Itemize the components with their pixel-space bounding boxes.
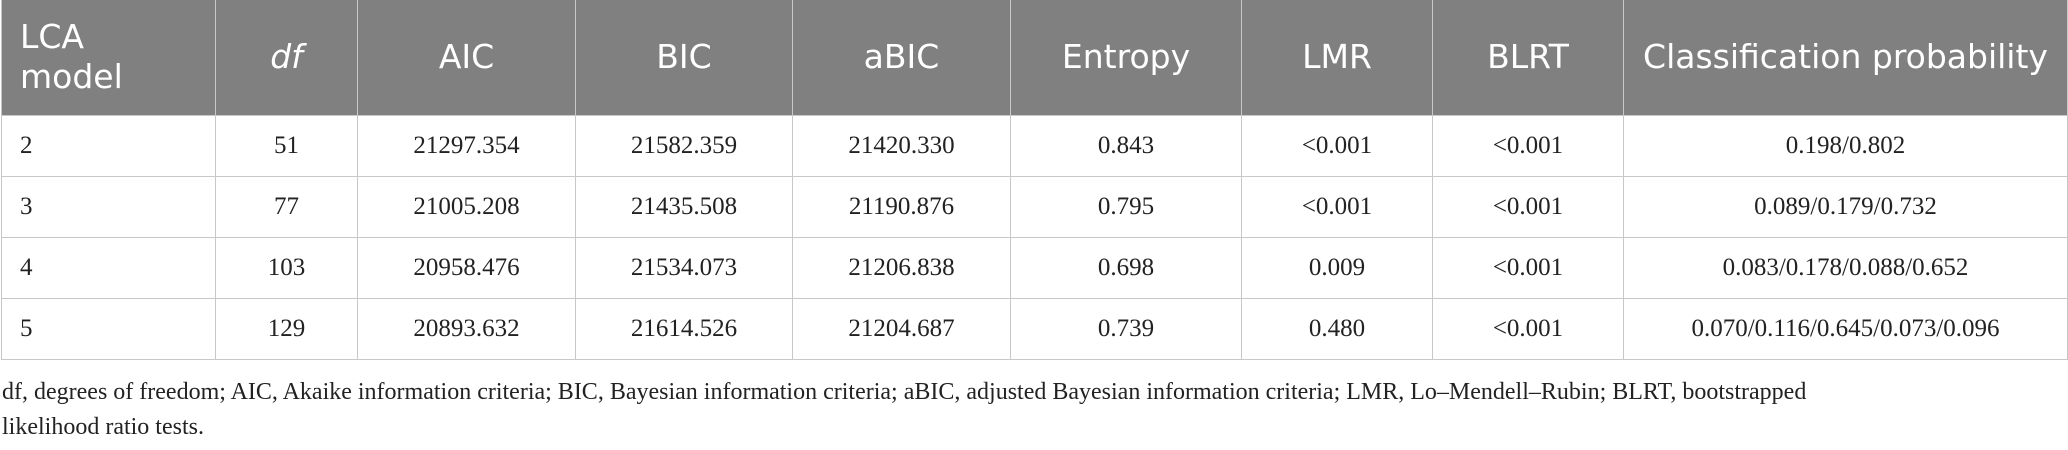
- footnote: df, degrees of freedom; AIC, Akaike info…: [2, 378, 1807, 440]
- header-row: LCA model df AIC BIC aBIC Entropy LMR BLRT Class…: [1, 0, 2068, 116]
- table-cell: 129: [215, 297, 358, 360]
- table-cell: 21204.687: [792, 297, 1011, 360]
- table-cell: 21297.354: [357, 114, 576, 177]
- table-cell: 0.009: [1241, 236, 1433, 299]
- header-cell: BLRT: [1432, 0, 1624, 116]
- table-cell: 21190.876: [792, 175, 1011, 238]
- table-cell: 21534.073: [575, 236, 793, 299]
- table-row: 5 129 20893.632 21614.526 21204.687 0.739 0.48…: [1, 297, 2068, 360]
- table-row: 3 77 21005.208 21435.508 21190.876 0.795 <0.00…: [1, 175, 2068, 238]
- table-cell: 21435.508: [575, 175, 793, 238]
- table-cell: 21614.526: [575, 297, 793, 360]
- table-cell: 103: [215, 236, 358, 299]
- header-cell: Entropy: [1010, 0, 1242, 116]
- table-cell: 20893.632: [357, 297, 576, 360]
- header-cell: aBIC: [792, 0, 1011, 116]
- table-cell: <0.001: [1432, 297, 1624, 360]
- table-cell: <0.001: [1432, 114, 1624, 177]
- table-cell: 0.089/0.179/0.732: [1623, 175, 2068, 238]
- table-cell: 0.480: [1241, 297, 1433, 360]
- table-cell: 3: [1, 175, 216, 238]
- table-cell: <0.001: [1241, 175, 1433, 238]
- table-cell: 20958.476: [357, 236, 576, 299]
- table-row: 4 103 20958.476 21534.073 21206.838 0.698 0.00…: [1, 236, 2068, 299]
- results-table: LCA model df AIC BIC aBIC Entropy LMR BLRT Class…: [1, 0, 2068, 360]
- table-body: 2 51 21297.354 21582.359 21420.330 0.843 <0.00…: [1, 114, 2068, 360]
- table-cell: 51: [215, 114, 358, 177]
- table-cell: 21420.330: [792, 114, 1011, 177]
- table-cell: 0.070/0.116/0.645/0.073/0.096: [1623, 297, 2068, 360]
- table-cell: 0.698: [1010, 236, 1242, 299]
- table-cell: 4: [1, 236, 216, 299]
- table-cell: 0.739: [1010, 297, 1242, 360]
- header-cell: BIC: [575, 0, 793, 116]
- table-row: 2 51 21297.354 21582.359 21420.330 0.843 <0.00…: [1, 114, 2068, 177]
- table-cell: 21005.208: [357, 175, 576, 238]
- header-cell: df: [215, 0, 358, 116]
- table-cell: 21206.838: [792, 236, 1011, 299]
- table-cell: 0.083/0.178/0.088/0.652: [1623, 236, 2068, 299]
- table-cell: 2: [1, 114, 216, 177]
- table-cell: 0.843: [1010, 114, 1242, 177]
- table-cell: 77: [215, 175, 358, 238]
- table-cell: 21582.359: [575, 114, 793, 177]
- table-cell: <0.001: [1241, 114, 1433, 177]
- table-cell: 0.795: [1010, 175, 1242, 238]
- header-cell: LCA model: [1, 0, 216, 116]
- table-cell: 5: [1, 297, 216, 360]
- header-cell: AIC: [357, 0, 576, 116]
- table-cell: <0.001: [1432, 175, 1624, 238]
- table-cell: 0.198/0.802: [1623, 114, 2068, 177]
- header-cell: Classification probability: [1623, 0, 2068, 116]
- table-cell: <0.001: [1432, 236, 1624, 299]
- header-cell: LMR: [1241, 0, 1433, 116]
